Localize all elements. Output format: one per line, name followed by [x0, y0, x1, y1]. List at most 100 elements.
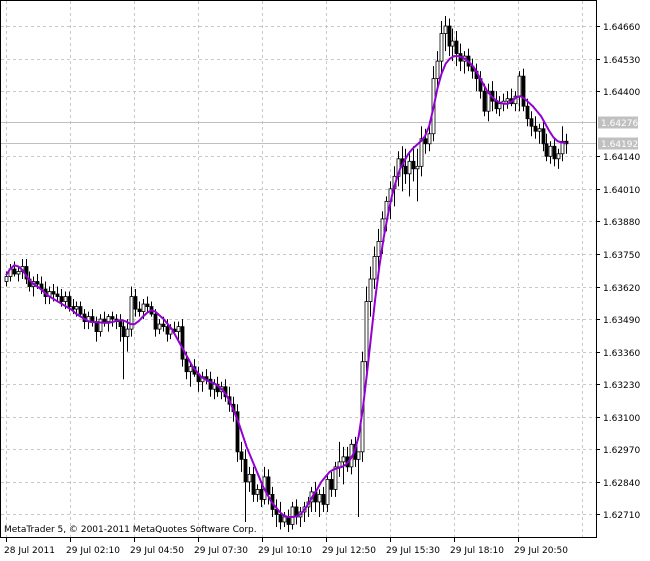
candle: [129, 286, 134, 337]
candle: [560, 126, 565, 162]
candle-body: [482, 90, 487, 112]
candle-body: [282, 516, 287, 523]
candle: [443, 16, 448, 52]
x-tick-label: 29 Jul 02:10: [66, 546, 120, 556]
candle-body: [184, 358, 189, 373]
candle-body: [78, 306, 83, 315]
candle-body: [415, 165, 420, 170]
candle-body: [517, 75, 522, 97]
candle: [247, 466, 252, 492]
moving-average-line: [5, 55, 567, 518]
candle: [376, 228, 381, 269]
candle-body: [168, 328, 173, 335]
candle: [525, 98, 530, 127]
candle-body: [560, 140, 565, 155]
candle: [533, 116, 538, 139]
candle-body: [548, 145, 553, 157]
candle-body: [125, 328, 130, 338]
candle-body: [407, 160, 412, 175]
candle-body: [161, 323, 166, 328]
y-tick-label: 1.64400: [603, 88, 640, 98]
candle: [278, 501, 283, 530]
candle: [208, 371, 213, 397]
candle-body: [278, 514, 283, 523]
candle-body: [341, 456, 346, 463]
candle-body: [443, 25, 448, 34]
candle-body: [325, 478, 330, 505]
candle-body: [71, 306, 76, 310]
candle: [548, 141, 553, 164]
candle-body: [165, 326, 170, 335]
candle-body: [439, 33, 444, 62]
candle: [505, 91, 510, 109]
candle-body: [74, 306, 79, 310]
candle: [235, 404, 240, 462]
candle-body: [102, 318, 107, 322]
candle: [556, 148, 561, 169]
candle: [239, 441, 244, 472]
candle: [435, 51, 440, 92]
candle-body: [544, 143, 549, 157]
candle-body: [180, 326, 185, 360]
candle: [419, 126, 424, 177]
candle-body: [533, 125, 538, 132]
y-tick-label: 1.63490: [603, 316, 640, 326]
candle: [544, 133, 549, 162]
candle-body: [98, 318, 103, 333]
y-tick-label: 1.63100: [603, 414, 640, 424]
candle-body: [141, 303, 146, 312]
candle: [121, 321, 126, 380]
candle-body: [556, 153, 561, 160]
candle: [482, 83, 487, 117]
candle-body: [59, 296, 64, 302]
candle: [325, 474, 330, 512]
x-tick-label: 29 Jul 20:50: [514, 546, 568, 556]
price-tag-box: [598, 116, 638, 129]
candle-body: [51, 291, 56, 295]
x-tick-label: 29 Jul 18:10: [450, 546, 504, 556]
candle-body: [486, 90, 491, 112]
candle: [243, 449, 248, 522]
y-axis: 1.64660 1.64530 1.64400 1.64276 1.64192 1.641…: [596, 23, 640, 521]
x-axis: 28 Jul 2011 29 Jul 02:10 29 Jul 04:50 29 Ju…: [4, 537, 568, 556]
candle-body: [454, 40, 459, 54]
candle: [333, 461, 338, 497]
candle-body: [368, 278, 373, 302]
candle: [110, 311, 115, 327]
candle-body: [552, 145, 557, 160]
candle: [541, 121, 546, 152]
candle-body: [435, 60, 440, 80]
candle: [439, 21, 444, 74]
candle-body: [12, 268, 17, 275]
candle-body: [106, 316, 111, 322]
plot-frame: [0, 0, 597, 538]
candle: [447, 18, 452, 57]
candle-body: [243, 458, 248, 483]
candle-body: [259, 489, 264, 500]
candle: [153, 309, 158, 337]
price-tag-label: 1.64276: [601, 119, 638, 129]
candle: [450, 28, 455, 62]
candle-body: [118, 321, 123, 328]
candle: [407, 151, 412, 197]
candle-body: [16, 271, 21, 275]
candle: [368, 266, 373, 317]
candle: [521, 68, 526, 112]
candle: [12, 261, 17, 277]
candle-body: [235, 411, 240, 453]
candle-body: [286, 516, 291, 525]
x-tick-label: 29 Jul 10:10: [258, 546, 312, 556]
candle-body: [321, 494, 326, 505]
candle: [251, 466, 256, 502]
candle-body: [525, 105, 530, 120]
current-price-lines: [1, 122, 596, 144]
candle-body: [364, 301, 369, 363]
candle: [537, 123, 542, 144]
candle-body: [505, 98, 510, 102]
x-tick-label: 28 Jul 2011: [4, 546, 55, 556]
candle: [188, 361, 193, 387]
candle-body: [372, 256, 377, 280]
candle-body: [121, 326, 126, 338]
y-tick-label: 1.64010: [603, 186, 640, 196]
candle: [176, 321, 181, 342]
